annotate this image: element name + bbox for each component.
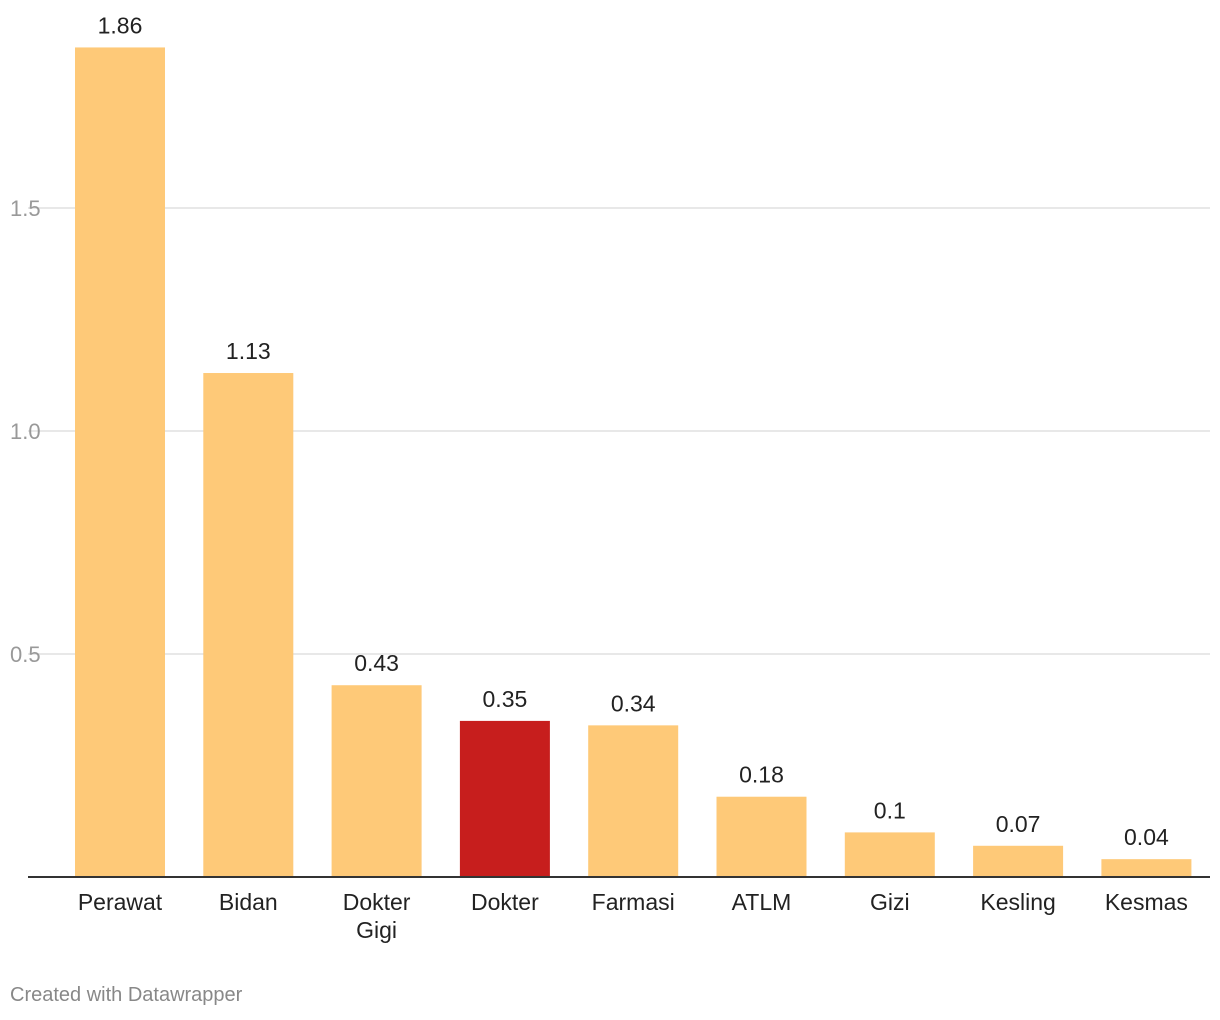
bar-farmasi [588,725,679,877]
bar-bidan [203,373,294,877]
category-label: Bidan [219,889,278,915]
value-label: 0.04 [1124,824,1169,850]
value-label: 0.18 [739,762,784,788]
value-labels: 1.86 1.13 0.43 0.35 0.34 0.18 0.1 0.07 0.04 [98,12,1169,850]
bar-atlm [716,796,807,877]
category-label: Kesling [980,889,1055,915]
value-label: 0.07 [996,811,1041,837]
y-tick-label: 0.5 [10,642,41,667]
y-tick-label: 1.5 [10,196,41,221]
bar-kesmas [1101,859,1192,877]
category-label: Kesmas [1105,889,1188,915]
bar-kesling [973,845,1064,877]
category-label: Farmasi [592,889,675,915]
category-label: Gizi [870,889,910,915]
bar-perawat [75,47,165,877]
bar-dokter [459,720,550,877]
y-tick-label: 1.0 [10,419,41,444]
bars [75,47,1192,877]
value-label: 1.86 [98,12,143,38]
bar-chart: 0.5 1.0 1.5 1.86 1.13 0.43 0.35 0.34 0.18 0.1 0.0… [10,12,1210,943]
y-axis-tick-labels: 0.5 1.0 1.5 [10,196,41,667]
bar-gizi [844,832,935,877]
category-label: Dokter [471,889,539,915]
value-label: 0.1 [874,797,906,823]
credit-text: Created with Datawrapper [10,984,243,1006]
category-label: ATLM [732,889,792,915]
x-axis-category-labels: Perawat Bidan Dokter Gigi Dokter Farmasi ATLM G… [78,889,1188,943]
value-label: 0.43 [354,650,399,676]
bar-dokter-gigi [331,685,422,877]
value-label: 0.34 [611,690,656,716]
category-label: Perawat [78,889,163,915]
category-label: Dokter Gigi [343,889,411,943]
value-label: 0.35 [483,686,528,712]
value-label: 1.13 [226,338,271,364]
